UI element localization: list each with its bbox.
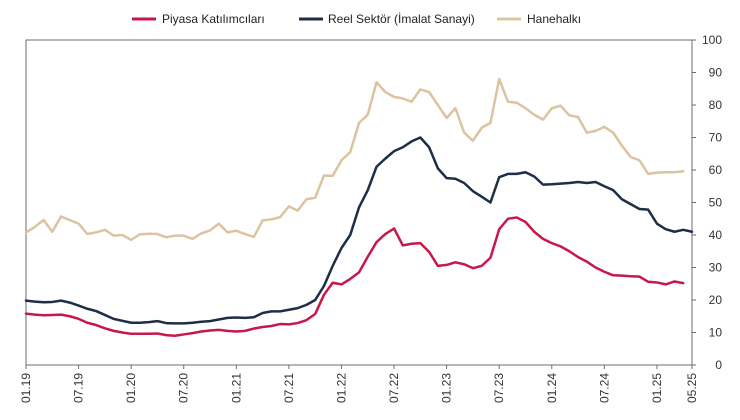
- x-tick-label: 05.25: [685, 373, 699, 403]
- legend-label-0: Piyasa Katılımcıları: [162, 12, 265, 26]
- x-tick-label: 07.24: [597, 373, 611, 403]
- x-tick-label: 07.21: [282, 373, 296, 403]
- x-tick-label: 01.22: [334, 373, 348, 403]
- x-tick-label: 07.23: [492, 373, 506, 403]
- y-tick-label: 20: [709, 293, 723, 307]
- legend-label-1: Reel Sektör (İmalat Sanayi): [328, 12, 475, 26]
- plot-border: [25, 39, 693, 366]
- y-tick-label: 0: [715, 358, 722, 372]
- y-tick-label: 90: [709, 66, 723, 80]
- series-line-1: [24, 136, 694, 325]
- x-axis: 01.19 07.19 01.20 07.20 01.21 07.21 01.22 07.22…: [19, 365, 699, 403]
- chart-legend: Piyasa Katılımcıları Reel Sektör (İmalat …: [132, 12, 581, 26]
- y-tick-label: 100: [702, 33, 722, 47]
- plot-frame: [25, 39, 693, 366]
- x-tick-label: 07.22: [387, 373, 401, 403]
- series-line-2: [24, 77, 685, 242]
- x-tick-label: 01.23: [440, 373, 454, 403]
- x-tick-label: 01.25: [650, 373, 664, 403]
- y-tick-label: 70: [709, 131, 723, 145]
- x-tick-label: 07.19: [72, 373, 86, 403]
- y-axis: 0 10 20 30 40 50 60 70 80 90 100: [692, 33, 722, 372]
- series-layer: [24, 77, 694, 337]
- x-tick-label: 07.20: [177, 373, 191, 403]
- y-tick-label: 30: [709, 261, 723, 275]
- x-tick-label: 01.24: [545, 373, 559, 403]
- x-tick-label: 01.21: [229, 373, 243, 403]
- y-tick-label: 80: [709, 98, 723, 112]
- legend-label-2: Hanehalkı: [527, 12, 581, 26]
- x-tick-label: 01.19: [19, 373, 33, 403]
- x-tick-label: 01.20: [124, 373, 138, 403]
- y-tick-label: 40: [709, 228, 723, 242]
- y-tick-label: 60: [709, 163, 723, 177]
- y-tick-label: 50: [709, 196, 723, 210]
- y-tick-label: 10: [709, 326, 723, 340]
- series-line-0: [24, 216, 685, 337]
